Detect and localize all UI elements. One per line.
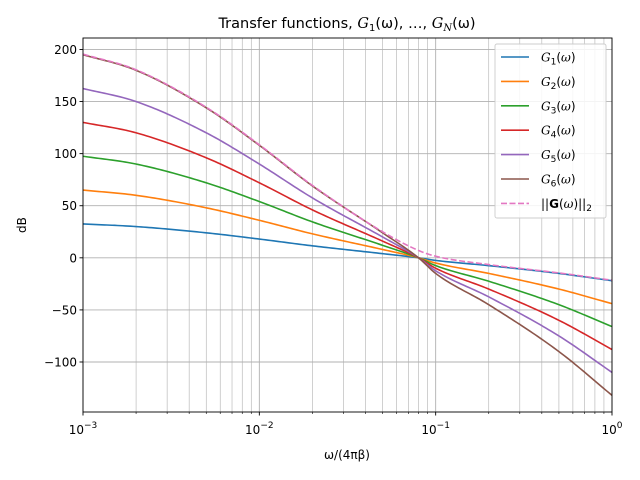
legend-label-6: G6(ω) xyxy=(541,173,576,190)
x-tick-label: 100 xyxy=(601,421,622,437)
chart-title: Transfer functions, G1(ω), …, GN(ω) xyxy=(217,16,475,34)
y-tick-label: 100 xyxy=(54,147,77,161)
chart-title-omega-first: (ω), …, xyxy=(375,16,431,32)
chart-title-omega-last: (ω) xyxy=(452,16,475,32)
chart-title-prefix: Transfer functions, xyxy=(217,16,357,32)
series-line-4 xyxy=(83,121,612,351)
legend: G1(ω) G2(ω) G3(ω) G4(ω) G5(ω) G6(ω) ||G(ω)||2 xyxy=(494,43,607,219)
legend-label-3: G3(ω) xyxy=(541,99,576,116)
y-tick-label: −100 xyxy=(44,355,77,369)
x-tick-labels: 10−3 10−2 10−1 100 xyxy=(69,421,623,437)
series-line-7 xyxy=(83,53,612,282)
y-tick-label: 200 xyxy=(54,43,77,57)
series-line-5 xyxy=(83,87,612,374)
chart-title-sub-last: N xyxy=(442,23,453,34)
axis-ticks xyxy=(79,49,613,416)
plot-frame xyxy=(82,37,613,413)
legend-label-7: ||G(ω)||2 xyxy=(541,197,592,214)
legend-label-1: G1(ω) xyxy=(541,51,576,68)
series-line-1 xyxy=(83,223,612,282)
y-axis-label: dB xyxy=(15,217,29,233)
chart-title-sub-first: 1 xyxy=(369,23,375,34)
chart-title-g-last: G xyxy=(432,16,444,32)
series-line-3 xyxy=(83,155,612,328)
x-axis-label: ω/(4πβ) xyxy=(324,448,370,462)
legend-label-4: G4(ω) xyxy=(541,124,576,141)
x-tick-label: 10−3 xyxy=(69,421,98,437)
y-tick-label: 50 xyxy=(62,199,77,213)
series-lines xyxy=(83,53,612,396)
y-tick-label: 0 xyxy=(69,251,77,265)
x-tick-label: 10−1 xyxy=(421,421,450,437)
y-tick-label: 150 xyxy=(54,95,77,109)
series-line-2 xyxy=(83,189,612,305)
y-tick-label: −50 xyxy=(52,303,77,317)
legend-box xyxy=(494,43,607,219)
y-tick-labels: 200 150 100 50 0 −50 −100 xyxy=(44,43,77,370)
legend-label-2: G2(ω) xyxy=(541,75,576,92)
x-tick-label: 10−2 xyxy=(245,421,274,437)
chart-title-g-first: G xyxy=(357,16,369,32)
legend-label-5: G5(ω) xyxy=(541,148,576,165)
